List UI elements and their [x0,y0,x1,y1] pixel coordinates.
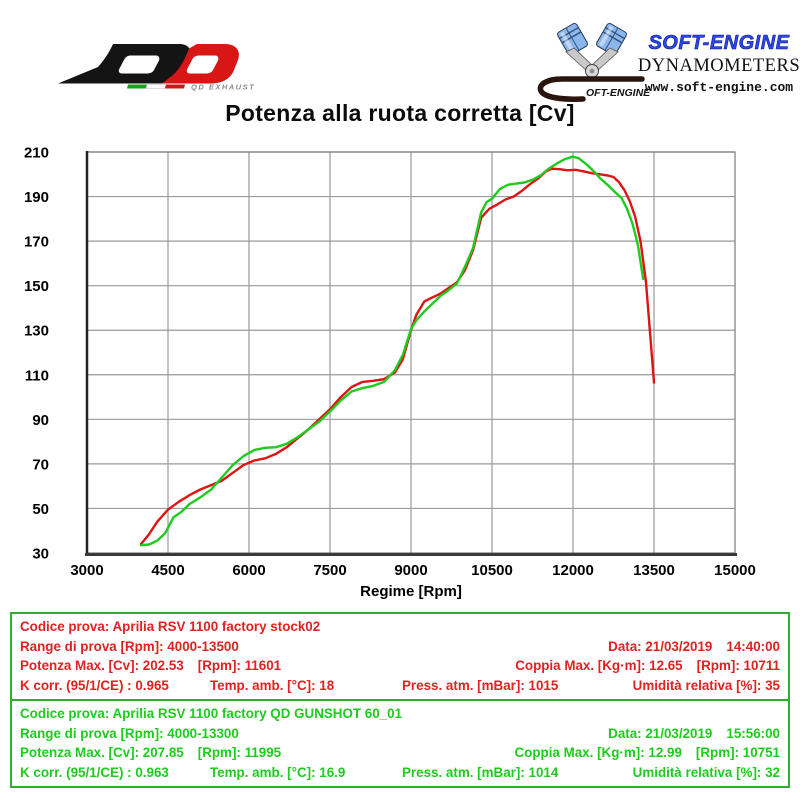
y-tick-210: 210 [24,145,49,162]
data-text: Data: 21/03/2019 [608,725,713,741]
temp-amb-text: Temp. amb. [°C]: 16.9 [210,764,346,780]
box2-row-codice: Codice prova: Aprilia RSV 1100 factory Q… [20,704,780,724]
potenza-max-text: Potenza Max. [Cv]: 202.53 [Rpm]: 11601 [20,656,281,676]
box1-row-codice: Codice prova: Aprilia RSV 1100 factory s… [20,617,780,637]
qd-logo-black-hole [118,55,160,74]
box2-row-range: Range di prova [Rpm]: 4000-13300 Data: 2… [20,724,780,744]
chart-title: Potenza alla ruota corretta [Cv] [225,100,575,126]
curve-stock [139,167,656,546]
y-tick-30: 30 [32,546,49,563]
piston-left-icon [557,22,588,56]
coppia-value: Coppia Max. [Kg·m]: 12.99 [514,745,682,760]
box1-row-range: Range di prova [Rpm]: 4000-13500 Data: 2… [20,637,780,657]
box2-row-ambient: K corr. (95/1/CE) : 0.963 Temp. amb. [°C… [20,763,780,783]
soft-engine-logo: OFT-ENGINE SOFT-ENGINE DYNAMOMETERS www.… [537,22,800,102]
qd-stripe-green [127,84,147,89]
x-tick-12000: 12000 [552,562,594,579]
s-swoosh-icon [537,76,645,102]
y-tick-70: 70 [32,456,49,473]
qd-stripe-red [165,84,185,89]
x-tick-15000: 15000 [714,562,756,579]
box2-row-max: Potenza Max. [Cv]: 207.85 [Rpm]: 11995 Co… [20,743,780,763]
y-tick-150: 150 [24,278,49,295]
coppia-rpm: [Rpm]: 10711 [696,658,780,673]
qd-exhaust-logo: QD EXHAUST [58,44,255,92]
x-tick-7500: 7500 [313,562,346,579]
ora-text: 14:40:00 [726,638,780,654]
y-tick-170: 170 [24,234,49,251]
y-tick-190: 190 [24,189,49,206]
qd-logo-red-hole [186,55,219,74]
temp-amb-text: Temp. amb. [°C]: 18 [210,677,335,693]
header-logos: QD EXHAUST OFT-ENGINE [58,22,800,102]
curve-gunshot [139,155,645,547]
codice-prova-text: Codice prova: Aprilia RSV 1100 factory s… [20,619,321,634]
potenza-value: Potenza Max. [Cv]: 207.85 [20,745,184,760]
box1-row-ambient: K corr. (95/1/CE) : 0.965 Temp. amb. [°C… [20,676,780,696]
coppia-max-text: Coppia Max. [Kg·m]: 12.65 [Rpm]: 10711 [515,656,780,676]
k-corr-text: K corr. (95/1/CE) : 0.963 [20,764,169,780]
x-tick-9000: 9000 [394,562,427,579]
dynamometers-text: DYNAMOMETERS [638,56,800,76]
piston-right-icon [596,22,627,56]
soft-engine-script-text: OFT-ENGINE [586,87,651,99]
y-tick-130: 130 [24,323,49,340]
qd-exhaust-text: QD EXHAUST [191,83,255,92]
y-tick-50: 50 [32,501,49,518]
x-tick-4500: 4500 [151,562,184,579]
y-tick-90: 90 [32,412,49,429]
x-tick-6000: 6000 [232,562,265,579]
ora-text: 15:56:00 [726,725,780,741]
potenza-value: Potenza Max. [Cv]: 202.53 [20,658,184,673]
x-tick-10500: 10500 [471,562,513,579]
coppia-max-text: Coppia Max. [Kg·m]: 12.99 [Rpm]: 10751 [514,743,780,763]
y-tick-110: 110 [25,367,49,384]
coppia-value: Coppia Max. [Kg·m]: 12.65 [515,658,683,673]
press-atm-text: Press. atm. [mBar]: 1015 [402,677,559,693]
soft-engine-brand-text: SOFT-ENGINE [648,32,789,54]
umidita-text: Umidità relativa [%]: 35 [632,677,780,693]
data-ora-text: Data: 21/03/2019 14:40:00 [608,637,780,657]
codice-prova-text: Codice prova: Aprilia RSV 1100 factory Q… [20,706,403,721]
press-atm-text: Press. atm. [mBar]: 1014 [402,764,559,780]
potenza-rpm: [Rpm]: 11601 [197,658,282,673]
potenza-rpm: [Rpm]: 11995 [197,745,282,760]
data-ora-text: Data: 21/03/2019 15:56:00 [608,724,780,744]
test-box-2: Codice prova: Aprilia RSV 1100 factory Q… [10,699,790,788]
x-tick-3000: 3000 [70,562,103,579]
umidita-text: Umidità relativa [%]: 32 [632,764,780,780]
coppia-rpm: [Rpm]: 10751 [695,745,780,760]
potenza-max-text: Potenza Max. [Cv]: 207.85 [Rpm]: 11995 [20,743,281,763]
x-axis-label: Regime [Rpm] [360,583,462,600]
range-prova-text: Range di prova [Rpm]: 4000-13300 [20,725,239,741]
dyno-chart: 3000 4500 6000 7500 9000 10500 12000 13500 15000… [24,145,756,580]
test-box-1: Codice prova: Aprilia RSV 1100 factory s… [10,612,790,701]
x-tick-13500: 13500 [633,562,675,579]
data-text: Data: 21/03/2019 [608,638,713,654]
crank-pin [589,68,595,74]
website-text: www.soft-engine.com [645,80,793,95]
box1-row-max: Potenza Max. [Cv]: 202.53 [Rpm]: 11601 Co… [20,656,780,676]
range-prova-text: Range di prova [Rpm]: 4000-13500 [20,638,239,654]
k-corr-text: K corr. (95/1/CE) : 0.965 [20,677,169,693]
